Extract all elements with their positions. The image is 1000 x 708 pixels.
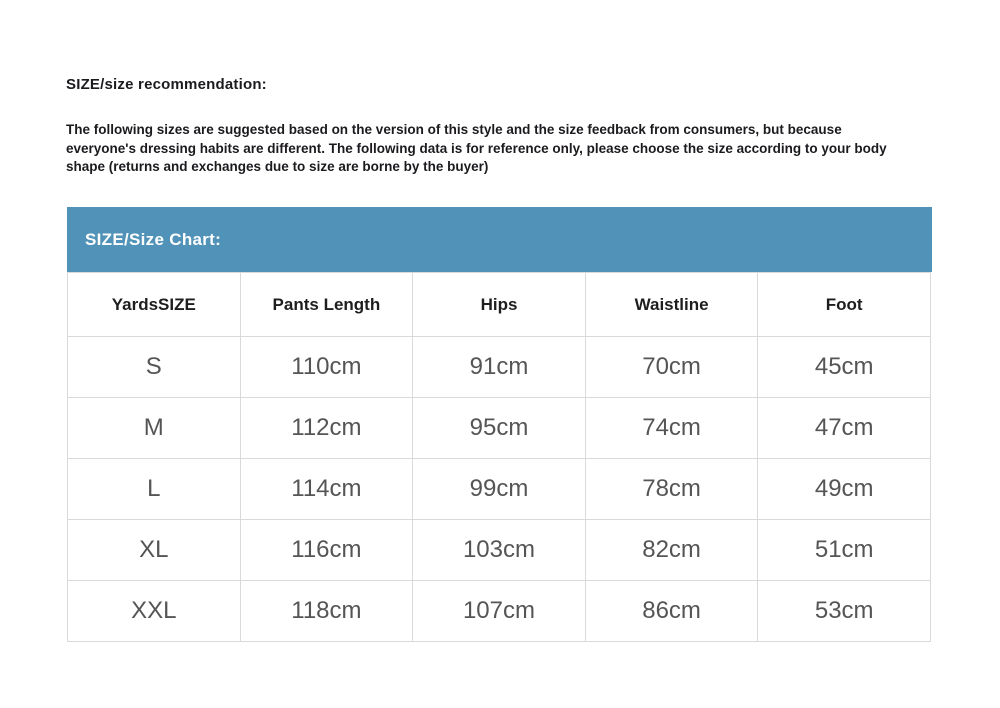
measurement-cell: 107cm — [412, 580, 586, 642]
table-row: XL 116cm 103cm 82cm 51cm — [67, 519, 931, 581]
column-header-hips: Hips — [412, 272, 586, 337]
size-label-cell: L — [67, 458, 241, 520]
measurement-cell: 45cm — [757, 336, 931, 398]
table-head: YardsSIZE Pants Length Hips Waistline Fo… — [67, 272, 931, 337]
table-row: S 110cm 91cm 70cm 45cm — [67, 336, 931, 398]
measurement-cell: 118cm — [239, 580, 414, 642]
measurement-cell: 82cm — [584, 519, 759, 581]
measurement-cell: 110cm — [239, 336, 414, 398]
measurement-cell: 112cm — [239, 397, 414, 459]
measurement-cell: 78cm — [584, 458, 759, 520]
table-header-row: YardsSIZE Pants Length Hips Waistline Fo… — [67, 272, 931, 337]
intro-text: The following sizes are suggested based … — [66, 122, 887, 174]
measurement-cell: 86cm — [584, 580, 759, 642]
measurement-cell: 91cm — [412, 336, 586, 398]
size-label-cell: M — [67, 397, 241, 459]
page-title: SIZE/size recommendation: — [66, 76, 267, 93]
measurement-cell: 51cm — [757, 519, 931, 581]
table-row: L 114cm 99cm 78cm 49cm — [67, 458, 931, 520]
column-header-pants-length: Pants Length — [239, 272, 414, 337]
size-label-cell: S — [67, 336, 241, 398]
measurement-cell: 49cm — [757, 458, 931, 520]
measurement-cell: 114cm — [239, 458, 414, 520]
table-row: XXL 118cm 107cm 86cm 53cm — [67, 580, 931, 642]
measurement-cell: 99cm — [412, 458, 586, 520]
size-chart-table: YardsSIZE Pants Length Hips Waistline Fo… — [67, 272, 931, 642]
measurement-cell: 74cm — [584, 397, 759, 459]
measurement-cell: 47cm — [757, 397, 931, 459]
size-label-cell: XL — [67, 519, 241, 581]
column-header-foot: Foot — [757, 272, 931, 337]
measurement-cell: 70cm — [584, 336, 759, 398]
table-body: S 110cm 91cm 70cm 45cm M 112cm 95cm 74cm 47cm L 114… — [67, 336, 931, 642]
measurement-cell: 53cm — [757, 580, 931, 642]
measurement-cell: 103cm — [412, 519, 586, 581]
measurement-cell: 95cm — [412, 397, 586, 459]
measurement-cell: 116cm — [239, 519, 414, 581]
size-label-cell: XXL — [67, 580, 241, 642]
column-header-waistline: Waistline — [584, 272, 759, 337]
size-chart-header: SIZE/Size Chart: — [67, 207, 932, 272]
size-chart-caption: SIZE/Size Chart: — [85, 229, 222, 249]
table-row: M 112cm 95cm 74cm 47cm — [67, 397, 931, 459]
column-header-size: YardsSIZE — [67, 272, 241, 337]
